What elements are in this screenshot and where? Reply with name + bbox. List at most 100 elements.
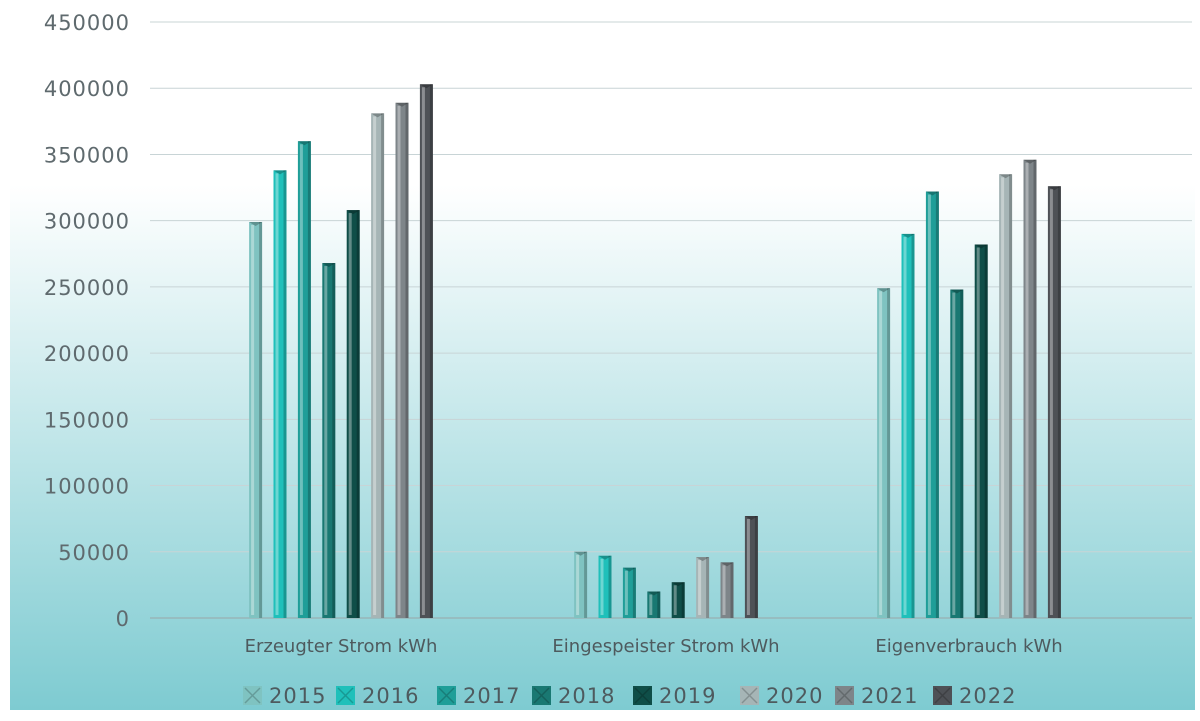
- bar-cap: [395, 102, 409, 107]
- legend-swatch-bevel: [934, 687, 951, 704]
- bar-highlight: [746, 519, 750, 615]
- bar-cap: [598, 555, 612, 560]
- bar-shade: [730, 562, 734, 618]
- bar-highlight: [348, 213, 352, 615]
- bar-shade: [960, 289, 964, 618]
- bar-shade: [706, 557, 710, 618]
- bar-cap: [249, 221, 263, 226]
- bar: [574, 551, 588, 618]
- legend-swatch: [532, 686, 551, 705]
- bar-shade: [935, 191, 939, 619]
- bar-body: [322, 263, 336, 618]
- legend-item: 2016: [336, 684, 419, 708]
- legend-item: 2019: [633, 684, 716, 708]
- bar-cap: [346, 210, 360, 215]
- bar: [622, 567, 636, 618]
- bar-highlight: [927, 194, 931, 616]
- legend-swatch-bevel: [741, 687, 758, 704]
- bar-shade: [332, 263, 336, 618]
- legend-swatch: [835, 686, 854, 705]
- bar-highlight: [698, 560, 702, 615]
- bar-highlight: [976, 247, 980, 616]
- bar-body: [999, 174, 1013, 619]
- bar-cap: [371, 113, 385, 118]
- bar-highlight: [1025, 162, 1029, 615]
- bar-cap: [622, 567, 636, 572]
- legend-item: 2018: [532, 684, 614, 708]
- y-tick-label: 150000: [44, 408, 130, 432]
- bar: [744, 516, 758, 618]
- bar: [671, 582, 685, 618]
- y-tick-label: 100000: [44, 475, 130, 499]
- bar-shade: [405, 102, 409, 618]
- bar-highlight: [1001, 177, 1005, 616]
- x-axis-labels: Erzeugter Strom kWh Eingespeister Strom k…: [245, 636, 1063, 657]
- bar-body: [744, 516, 758, 618]
- bar-highlight: [299, 144, 303, 615]
- bar-body: [1023, 159, 1037, 618]
- bar-highlight: [576, 554, 580, 615]
- legend-swatch: [933, 686, 952, 705]
- legend-item: 2017: [437, 684, 519, 708]
- bar-shade: [681, 582, 685, 618]
- legend-swatch-bevel: [533, 687, 550, 704]
- legend-label: 2015: [269, 684, 326, 708]
- bars: [249, 84, 1061, 619]
- legend-label: 2019: [659, 684, 716, 708]
- bar-highlight: [373, 116, 377, 616]
- legend-swatch-bevel: [337, 687, 354, 704]
- bar: [346, 210, 360, 618]
- bar-shade: [307, 141, 311, 618]
- bar-body: [395, 102, 409, 618]
- legend-swatch-bevel: [634, 687, 651, 704]
- bar-shade: [754, 516, 758, 618]
- bar: [419, 84, 433, 618]
- legend-swatch-bevel: [836, 687, 853, 704]
- bar-shade: [984, 244, 988, 619]
- y-tick-label: 300000: [44, 210, 130, 234]
- bar: [322, 263, 336, 618]
- bar: [297, 141, 311, 618]
- y-tick-label: 250000: [44, 276, 130, 300]
- bar-cap: [297, 141, 311, 146]
- legend-label: 2016: [362, 684, 419, 708]
- bar-cap: [950, 289, 964, 294]
- bar: [1023, 159, 1037, 618]
- bar-shade: [429, 84, 433, 618]
- bar: [395, 102, 409, 618]
- bar-body: [720, 562, 734, 618]
- bar-cap: [720, 562, 734, 567]
- bar-highlight: [879, 291, 883, 615]
- bar-highlight: [673, 585, 677, 615]
- bar-body: [297, 141, 311, 618]
- bar-shade: [356, 210, 360, 618]
- bar: [249, 221, 263, 619]
- bar: [720, 562, 734, 618]
- bar-body: [974, 244, 988, 619]
- bar-body: [925, 191, 939, 619]
- bar-cap: [647, 591, 661, 596]
- bar-highlight: [1049, 189, 1053, 615]
- legend-item: 2015: [243, 684, 326, 708]
- bar-highlight: [722, 565, 726, 615]
- bar-cap: [273, 170, 287, 175]
- bar-body: [371, 113, 385, 619]
- legend-swatch: [740, 686, 759, 705]
- bar-shade: [657, 591, 661, 618]
- bar: [925, 191, 939, 619]
- bar-body: [598, 555, 612, 618]
- y-tick-label: 350000: [44, 143, 130, 167]
- y-axis-ticks: 0 50000 100000 150000 200000 250000 300000 3500…: [44, 11, 130, 631]
- bar-shade: [632, 567, 636, 618]
- bar-shade: [1057, 186, 1061, 618]
- legend-swatch-bevel: [438, 687, 455, 704]
- bar-body: [671, 582, 685, 618]
- bar-cap: [901, 233, 915, 238]
- bar: [950, 289, 964, 618]
- legend-swatch: [336, 686, 355, 705]
- bar-highlight: [275, 173, 279, 616]
- bar-highlight: [624, 570, 628, 615]
- bar-cap: [999, 174, 1013, 179]
